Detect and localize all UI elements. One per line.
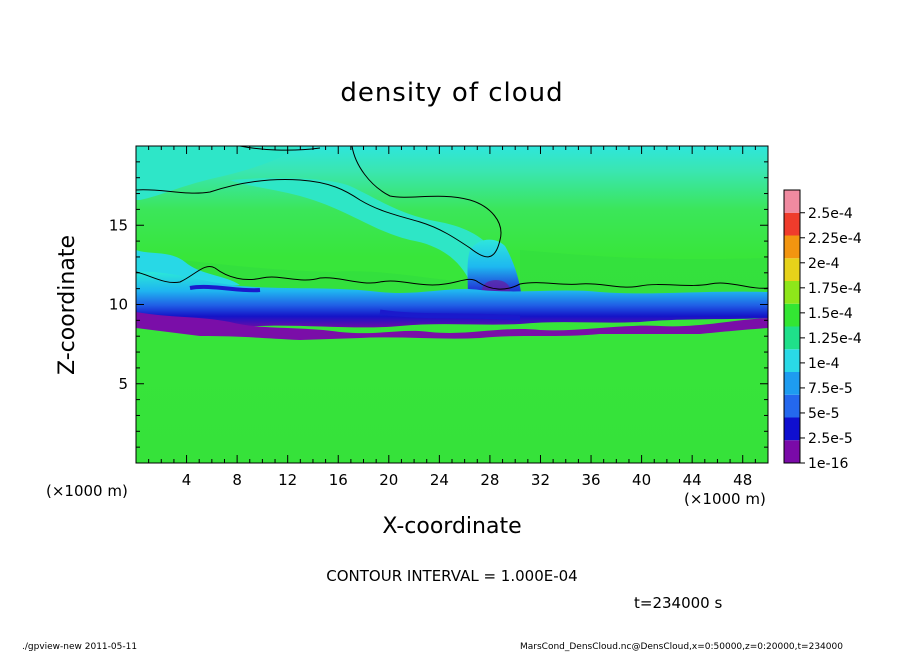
colorbar-label: 2.5e-4 — [808, 206, 853, 222]
x-tick-label: 40 — [632, 471, 651, 489]
x-tick-label: 24 — [430, 471, 449, 489]
footer-right: MarsCond_DensCloud.nc@DensCloud,x=0:5000… — [520, 642, 843, 652]
colorbar-label: 2e-4 — [808, 256, 840, 272]
colorbar-segment — [784, 372, 800, 395]
colorbar-segment — [784, 258, 800, 281]
contour-interval-label: CONTOUR INTERVAL = 1.000E-04 — [326, 567, 578, 585]
field-upper-left-cyan — [136, 146, 300, 200]
y-tick-label: 10 — [109, 296, 128, 314]
colorbar-segment — [784, 190, 800, 213]
contour-top — [239, 146, 321, 151]
colorbar-segment — [784, 440, 800, 463]
y-axis-ticks: 5 10 15 — [109, 161, 768, 448]
colorbar-label: 1e-16 — [808, 456, 848, 472]
x-tick-label: 16 — [329, 471, 348, 489]
colorbar-label: 2.5e-5 — [808, 431, 853, 447]
footer-left: ./gpview-new 2011-05-11 — [22, 642, 138, 652]
contour-upper — [136, 146, 502, 258]
field-streak — [379, 309, 521, 321]
x-tick-label: 4 — [182, 471, 192, 489]
density-field — [136, 146, 768, 463]
colorbar-segment — [784, 417, 800, 441]
colorbar-label: 7.5e-5 — [808, 381, 853, 397]
x-unit-right: (×1000 m) — [684, 490, 766, 508]
x-tick-label: 44 — [683, 471, 702, 489]
field-mid-layer-right — [520, 250, 768, 300]
y-tick-label: 5 — [118, 375, 128, 393]
x-tick-label: 32 — [531, 471, 550, 489]
chart-title: density of cloud — [340, 78, 564, 108]
colorbar-label: 2.25e-4 — [808, 231, 862, 247]
colorbar-segment — [784, 212, 800, 236]
x-tick-label: 48 — [733, 471, 752, 489]
colorbar-segment — [784, 303, 800, 327]
x-tick-label: 20 — [379, 471, 398, 489]
y-tick-label: 15 — [109, 216, 128, 234]
colorbar-segment — [784, 235, 800, 259]
colorbar-label: 1.5e-4 — [808, 306, 853, 322]
colorbar-segment — [784, 326, 800, 350]
x-tick-label: 36 — [581, 471, 600, 489]
colorbar: 1e-16 2.5e-5 5e-5 7.5e-5 1e-4 1.25e-4 1.5e-4 1.… — [783, 189, 862, 472]
x-axis-label: X-coordinate — [382, 514, 522, 539]
field-streak — [189, 284, 261, 293]
field-purple-base — [136, 312, 768, 340]
colorbar-segment — [784, 394, 800, 418]
field-cloud-band — [136, 271, 768, 328]
contour-band-top — [136, 266, 768, 290]
time-label: t=234000 s — [634, 594, 723, 612]
colorbar-frame — [783, 189, 801, 464]
colorbar-label: 5e-5 — [808, 406, 839, 422]
colorbar-label: 1.25e-4 — [808, 331, 862, 347]
x-tick-label: 12 — [278, 471, 297, 489]
x-unit-left: (×1000 m) — [46, 482, 128, 500]
x-axis-ticks: 4 8 12 16 20 24 28 32 36 40 44 48 — [148, 146, 756, 489]
x-tick-label: 28 — [480, 471, 499, 489]
colorbar-label: 1e-4 — [808, 356, 840, 372]
x-tick-label: 8 — [232, 471, 242, 489]
colorbar-segment — [784, 349, 800, 372]
colorbar-segment — [784, 281, 800, 304]
colorbar-label: 1.75e-4 — [808, 281, 862, 297]
